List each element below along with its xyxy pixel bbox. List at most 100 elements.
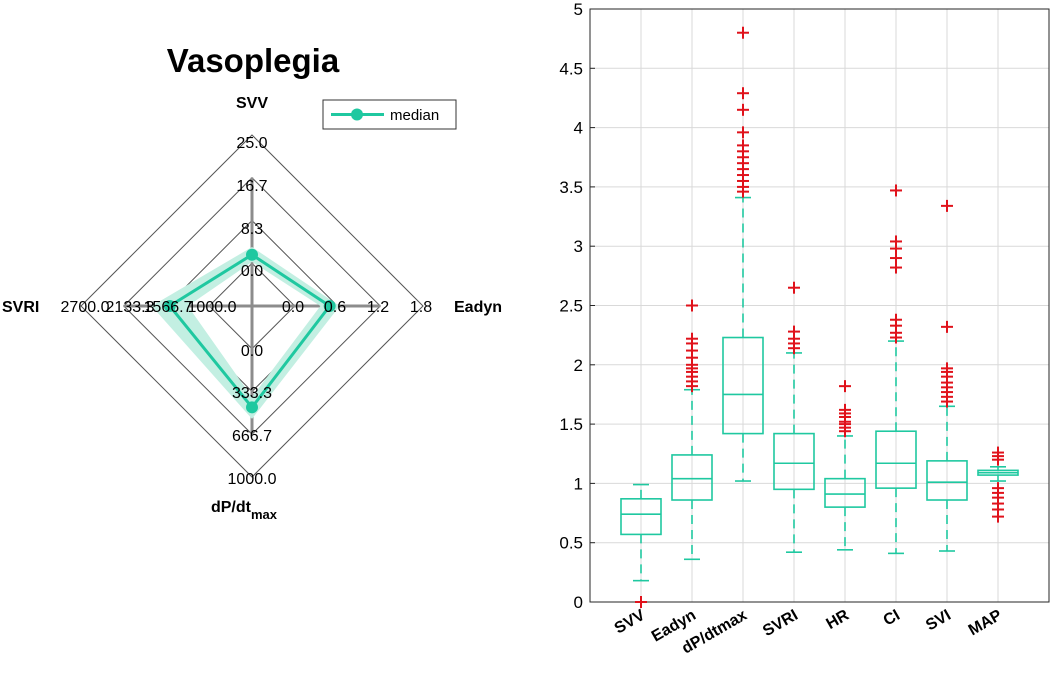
radar-median-point-svv <box>246 248 258 261</box>
y-tick-label-5: 2.5 <box>559 297 583 316</box>
x-tick-label-svi: SVI <box>923 607 954 635</box>
outlier-marker <box>992 503 1004 516</box>
outlier-marker <box>686 380 698 393</box>
outlier-marker <box>737 180 749 193</box>
outlier-marker <box>737 151 749 164</box>
radar-axes <box>123 177 381 435</box>
outlier-marker <box>686 358 698 371</box>
outlier-marker <box>686 344 698 357</box>
radar-tick-0-2: 16.7 <box>236 178 267 195</box>
radar-median-point-eadyn <box>323 300 336 312</box>
outlier-marker <box>737 174 749 187</box>
radar-tick-1-0: 0.0 <box>282 299 304 316</box>
radar-tick-3-1: 1566.7 <box>144 299 193 316</box>
box-svi <box>926 199 968 552</box>
outlier-marker <box>890 242 902 255</box>
box-svv <box>620 483 662 608</box>
iqr-box <box>926 460 968 501</box>
outlier-marker <box>737 126 749 139</box>
iqr-box <box>824 477 866 508</box>
outlier-marker <box>788 332 800 345</box>
radar-tick-1-3: 1.8 <box>410 299 432 316</box>
outlier-marker <box>890 235 902 248</box>
x-tick-label-dpdtmax: dP/dtmax <box>679 607 750 658</box>
radar-title: Vasoplegia <box>167 42 340 79</box>
x-tick-label-svri: SVRI <box>760 607 801 640</box>
outlier-marker <box>737 157 749 170</box>
radar-ring-4 <box>80 134 424 478</box>
outlier-marker <box>788 281 800 294</box>
outlier-marker <box>686 375 698 388</box>
outlier-marker <box>890 319 902 332</box>
outlier-marker <box>686 299 698 312</box>
outlier-marker <box>737 139 749 152</box>
outlier-marker <box>890 261 902 274</box>
outlier-marker <box>941 395 953 408</box>
radar-tick-3-0: 1000.0 <box>188 299 237 316</box>
outlier-marker <box>992 446 1004 459</box>
outlier-marker <box>890 313 902 326</box>
box-eadyn <box>671 299 713 561</box>
outlier-marker <box>839 425 851 438</box>
outlier-marker <box>737 103 749 116</box>
outlier-marker <box>890 331 902 344</box>
y-tick-label-2: 1 <box>574 474 583 493</box>
outlier-marker <box>941 386 953 399</box>
outlier-marker <box>737 163 749 176</box>
y-tick-label-8: 4 <box>574 119 583 138</box>
outlier-marker <box>890 184 902 197</box>
outlier-marker <box>839 380 851 393</box>
legend-marker-swatch <box>351 108 363 121</box>
x-tick-label-map: MAP <box>966 607 1006 640</box>
y-tick-label-4: 2 <box>574 356 583 375</box>
radar-axis-label-eadyn: Eadyn <box>454 299 502 316</box>
outlier-marker <box>839 403 851 416</box>
y-tick-label-3: 1.5 <box>559 415 583 434</box>
outlier-marker <box>839 407 851 420</box>
radar-median-point-svri <box>163 300 176 312</box>
y-tick-label-7: 3.5 <box>559 178 583 197</box>
outlier-marker <box>992 453 1004 466</box>
outlier-marker <box>941 199 953 212</box>
outlier-marker <box>839 415 851 428</box>
radar-median-point-dpdt <box>246 401 258 414</box>
outlier-marker <box>737 185 749 198</box>
iqr-box <box>671 454 713 501</box>
radar-axis-label-svv: SVV <box>236 95 268 112</box>
outlier-marker <box>890 326 902 339</box>
outlier-marker <box>992 510 1004 523</box>
outlier-marker <box>788 325 800 338</box>
outlier-marker <box>686 332 698 345</box>
legend-label: median <box>390 107 439 124</box>
outlier-marker <box>941 370 953 383</box>
y-tick-label-0: 0 <box>574 593 583 612</box>
outlier-marker <box>992 486 1004 499</box>
outlier-marker <box>686 365 698 378</box>
outlier-marker <box>635 596 647 608</box>
boxplot-gridlines <box>590 8 1049 603</box>
outlier-marker <box>686 362 698 375</box>
radar-tick-labels: 0.0 8.3 16.7 25.0 0.0 0.6 1.2 1.8 0.0 333.3 666.7 1… <box>61 135 433 488</box>
outlier-marker <box>941 320 953 333</box>
y-tick-label-6: 3 <box>574 237 583 256</box>
outlier-marker <box>788 342 800 355</box>
iqr-box <box>773 432 815 491</box>
y-tick-label-9: 4.5 <box>559 59 583 78</box>
radar-median-line <box>163 248 336 414</box>
x-tick-label-hr: HR <box>823 607 852 633</box>
outlier-marker <box>839 421 851 434</box>
x-tick-label-svv: SVV <box>612 607 649 638</box>
radar-chart: 0.0 8.3 16.7 25.0 0.0 0.6 1.2 1.8 0.0 333.3 666.7 1… <box>2 42 502 522</box>
box-map <box>977 446 1019 523</box>
radar-tick-0-0: 0.0 <box>241 263 263 280</box>
radar-axis-label-dpdt-subscript: max <box>251 507 278 522</box>
outlier-marker <box>941 390 953 403</box>
outlier-marker <box>941 376 953 389</box>
outlier-marker <box>941 381 953 394</box>
radar-tick-3-3: 2700.0 <box>61 299 110 316</box>
outlier-marker <box>839 418 851 431</box>
box-ci <box>875 184 917 555</box>
outlier-marker <box>941 362 953 375</box>
outlier-marker <box>992 497 1004 510</box>
